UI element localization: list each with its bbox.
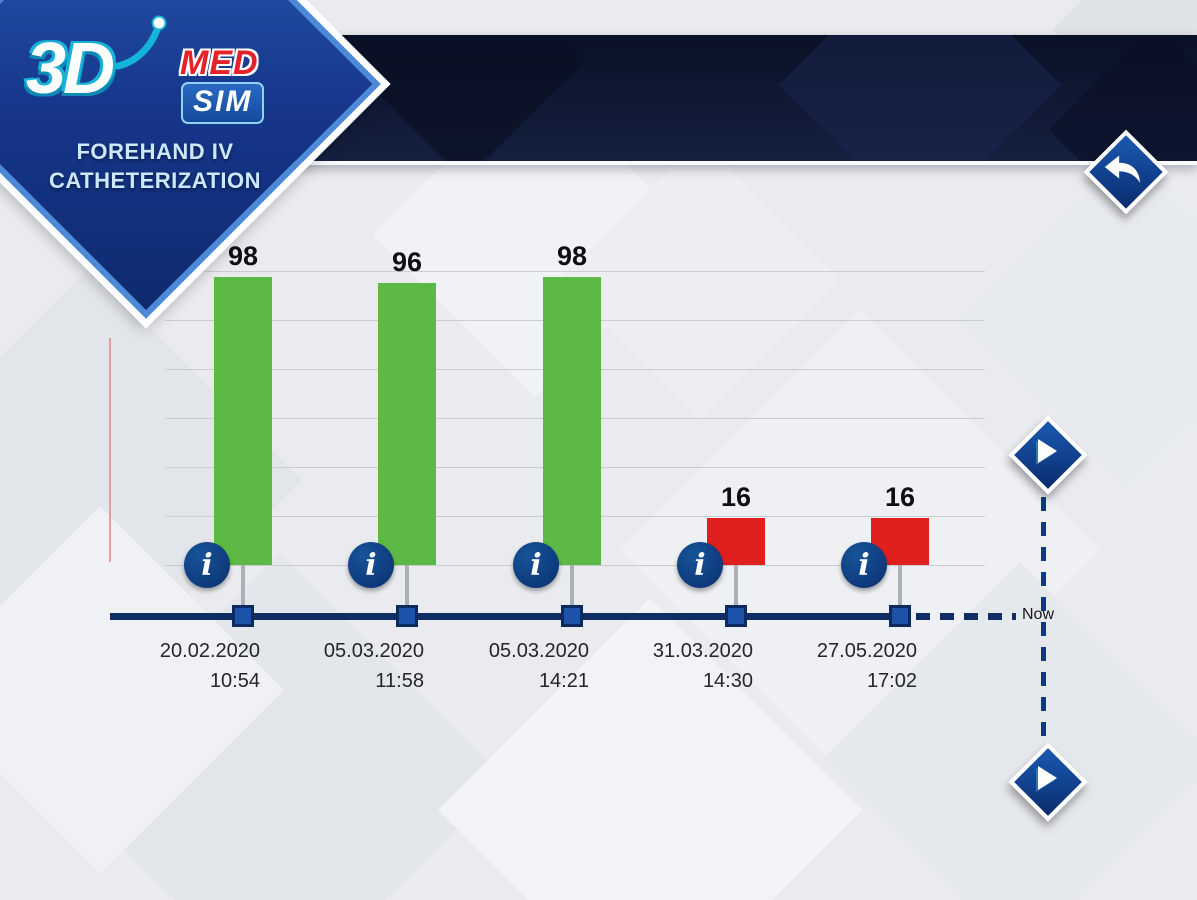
session-label: 05.03.2020 14:21 [479, 636, 589, 696]
app-title-line1: FOREHAND IV [76, 139, 234, 164]
session-label: 27.05.2020 17:02 [807, 636, 917, 696]
timeline-node[interactable] [396, 605, 418, 627]
timeline-node[interactable] [561, 605, 583, 627]
info-icon[interactable]: i [184, 542, 230, 588]
timeline-node[interactable] [725, 605, 747, 627]
connector-line [405, 562, 409, 610]
session-time: 10:54 [209, 670, 260, 692]
score-bar [543, 277, 601, 565]
connector-line [898, 562, 902, 610]
play-triangle-icon [1012, 746, 1076, 810]
info-icon[interactable]: i [677, 542, 723, 588]
bar-value-label: 16 [884, 482, 916, 512]
bar-value-label: 96 [391, 247, 423, 277]
score-bar [214, 277, 272, 565]
timeline-node[interactable] [232, 605, 254, 627]
info-icon[interactable]: i [841, 542, 887, 588]
bar-value-label: 16 [720, 482, 752, 512]
session-date: 20.02.2020 [159, 640, 260, 662]
timeline-dashed-line [916, 613, 1016, 620]
timeline-line [110, 613, 910, 620]
bar-value-label: 98 [556, 241, 588, 271]
connector-line [570, 562, 574, 610]
swoosh-person-icon [114, 15, 167, 70]
gridline [165, 271, 985, 272]
logo-sim-badge: SIM [181, 82, 265, 124]
back-arrow-icon [1086, 132, 1158, 204]
session-date: 31.03.2020 [652, 640, 753, 662]
axis-line [109, 338, 111, 562]
session-date: 27.05.2020 [816, 640, 917, 662]
now-label: Now [1022, 606, 1055, 623]
vertical-dashed-line [1041, 497, 1046, 740]
info-icon[interactable]: i [513, 542, 559, 588]
bar-value-label: 98 [227, 241, 259, 271]
session-label: 20.02.2020 10:54 [150, 636, 260, 696]
score-bar [378, 283, 436, 565]
scroll-up-button[interactable] [1008, 415, 1088, 495]
connector-line [241, 562, 245, 610]
timeline-node[interactable] [889, 605, 911, 627]
gridline [165, 565, 985, 566]
session-time: 11:58 [375, 670, 424, 692]
back-button[interactable] [1083, 129, 1169, 215]
connector-line [734, 562, 738, 610]
session-time: 17:02 [866, 670, 917, 692]
scroll-down-button[interactable] [1008, 742, 1088, 822]
session-time: 14:30 [702, 670, 753, 692]
session-time: 14:21 [538, 670, 589, 692]
session-label: 31.03.2020 14:30 [643, 636, 753, 696]
info-icon[interactable]: i [348, 542, 394, 588]
session-date: 05.03.2020 [488, 640, 589, 662]
app-title-line2: CATHETERIZATION [49, 168, 261, 193]
session-label: 05.03.2020 11:58 [314, 636, 424, 696]
play-triangle-icon [1012, 419, 1076, 483]
logo-med-text: MED [180, 44, 259, 82]
logo-3d-text: 3D [26, 29, 115, 109]
session-date: 05.03.2020 [323, 640, 424, 662]
